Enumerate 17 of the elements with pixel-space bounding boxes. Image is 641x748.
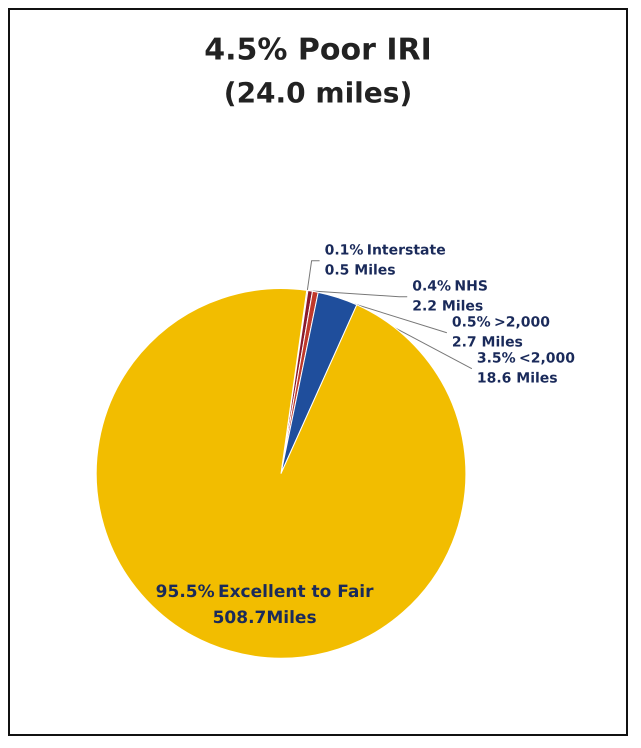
- data-label: 0.1%: [324, 242, 364, 259]
- slice-label: <2,000: [519, 350, 576, 367]
- text: 508.7Miles: [212, 608, 317, 628]
- slice-label: Excellent to Fair: [218, 582, 374, 602]
- slice-label: >2,000: [494, 314, 550, 331]
- data-label: 3.5%: [476, 350, 516, 367]
- text: 2.7 Miles: [452, 334, 523, 351]
- text: 18.6 Miles: [476, 370, 558, 387]
- text: 0.5 Miles: [324, 262, 396, 279]
- data-label: 0.4%: [412, 278, 452, 295]
- chart-title: 4.5% Poor IRI: [204, 32, 432, 68]
- slice-label: NHS: [454, 278, 488, 295]
- slice-label: Interstate: [366, 242, 446, 259]
- chart-subtitle: (24.0 miles): [224, 76, 412, 110]
- data-label: 0.5%: [452, 314, 491, 331]
- data-label: 95.5%: [156, 582, 215, 602]
- text: 2.2 Miles: [412, 298, 484, 315]
